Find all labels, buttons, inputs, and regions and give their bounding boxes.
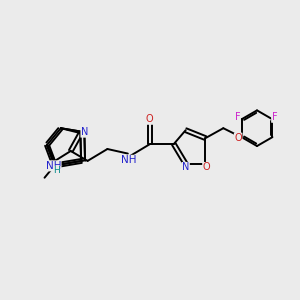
Text: O: O <box>234 133 242 143</box>
Text: O: O <box>145 114 153 124</box>
Text: NH: NH <box>122 155 137 165</box>
Text: F: F <box>235 112 240 122</box>
Text: N: N <box>81 127 88 137</box>
Text: H: H <box>53 166 60 175</box>
Text: F: F <box>272 112 277 122</box>
Text: O: O <box>203 162 210 172</box>
Text: N: N <box>182 162 189 172</box>
Text: NH: NH <box>46 161 61 171</box>
